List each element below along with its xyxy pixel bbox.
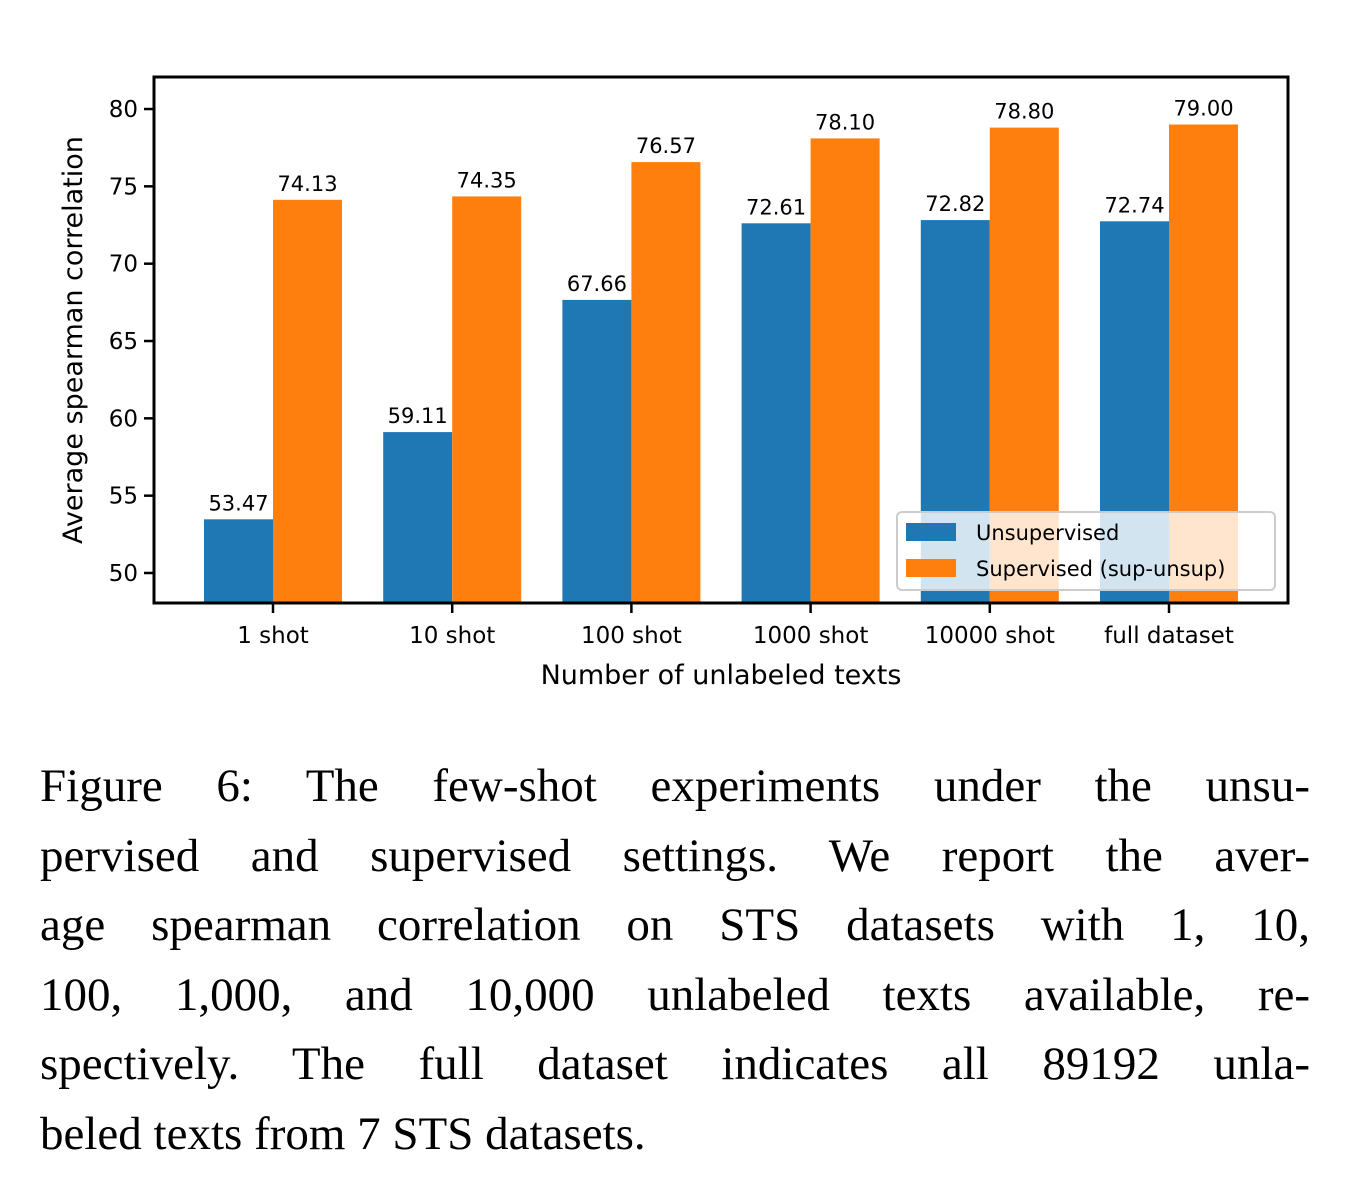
bar-chart: 53.47 59.11 67.66 72.61 72.82 72.74 74.13 74.35… <box>58 75 1290 691</box>
bar-unsupervised-1 <box>383 432 453 603</box>
bar-value-label: 72.74 <box>1104 193 1164 217</box>
x-tick-label: 10 shot <box>409 623 495 649</box>
x-tick-label: 100 shot <box>581 623 682 649</box>
bar-value-label: 78.10 <box>815 110 875 134</box>
caption-line: spectively. The full dataset indicates a… <box>40 1038 1310 1090</box>
bar-value-label: 78.80 <box>994 100 1054 124</box>
x-axis: 1 shot 10 shot 100 shot 1000 shot 10000 shot… <box>237 603 1234 649</box>
legend-swatch-supervised <box>906 559 956 577</box>
y-tick-label: 75 <box>109 174 138 200</box>
bar-unsupervised-0 <box>204 519 273 603</box>
legend-box <box>896 511 1276 591</box>
legend-label-supervised: Supervised (sup-unsup) <box>976 557 1225 581</box>
y-tick-label: 65 <box>109 329 138 355</box>
y-axis: 50 55 60 65 70 75 80 <box>109 97 154 587</box>
axes-frame <box>152 75 1290 605</box>
bar-value-label: 59.11 <box>388 404 448 428</box>
caption-line: Figure 6: The few-shot experiments under… <box>40 760 1310 812</box>
bar-value-label: 74.35 <box>457 168 517 192</box>
legend-label-unsupervised: Unsupervised <box>976 521 1119 545</box>
bar-labels-layer: 53.47 59.11 67.66 72.61 72.82 72.74 74.13 74.35… <box>208 97 1233 516</box>
bar-value-label: 76.57 <box>636 134 696 158</box>
y-tick-label: 60 <box>109 406 138 432</box>
y-axis-title: Average spearman correlation <box>58 136 89 544</box>
bar-value-label: 67.66 <box>567 272 627 296</box>
bar-supervised-2 <box>631 162 701 603</box>
bar-value-label: 72.82 <box>925 192 985 216</box>
bar-value-label: 74.13 <box>277 172 337 196</box>
caption-line: pervised and supervised settings. We rep… <box>40 829 1310 882</box>
y-tick-label: 55 <box>109 484 138 510</box>
caption-line: 100, 1,000, and 10,000 unlabeled texts a… <box>40 968 1310 1021</box>
bar-supervised-0 <box>273 199 342 604</box>
figure-caption: Figure 6: The few-shot experiments under… <box>40 752 1310 1169</box>
x-axis-title: Number of unlabeled texts <box>541 660 902 691</box>
legend-swatch-unsupervised <box>906 523 956 541</box>
caption-line: beled texts from 7 STS datasets. <box>40 1107 646 1160</box>
caption-line: age spearman correlation on STS datasets… <box>40 899 1310 951</box>
bar-supervised-3 <box>810 138 880 603</box>
bar-supervised-1 <box>452 196 522 603</box>
y-tick-label: 70 <box>109 252 138 278</box>
x-tick-label: 10000 shot <box>925 623 1055 649</box>
bar-value-label: 79.00 <box>1173 97 1233 121</box>
x-tick-label: full dataset <box>1104 623 1234 649</box>
bar-value-label: 72.61 <box>746 195 806 219</box>
legend: Unsupervised Supervised (sup-unsup) <box>896 511 1276 591</box>
bar-unsupervised-2 <box>562 299 632 603</box>
y-tick-label: 80 <box>109 97 138 123</box>
y-tick-label: 50 <box>109 561 138 587</box>
bar-unsupervised-3 <box>741 223 811 604</box>
x-tick-label: 1000 shot <box>753 623 869 649</box>
x-tick-label: 1 shot <box>237 623 309 649</box>
bar-value-label: 53.47 <box>208 491 268 515</box>
